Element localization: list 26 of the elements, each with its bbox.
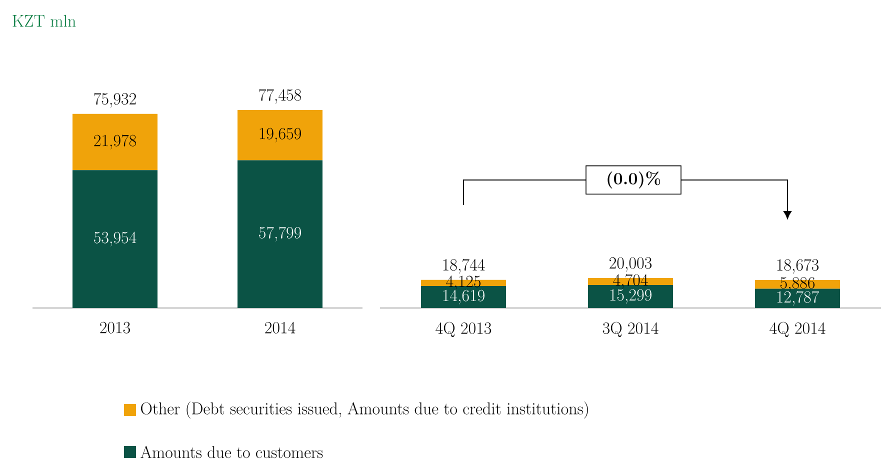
x-tick-label: 3Q 2014 — [602, 322, 658, 338]
total-label: 18,744 — [443, 258, 485, 274]
text: (0.0)% — [608, 171, 660, 188]
bar — [238, 110, 323, 160]
x-tick-label: 4Q 2014 — [770, 322, 826, 338]
total-label: 18,673 — [777, 258, 819, 274]
x-tick-label: 2013 — [100, 322, 130, 334]
bar — [238, 160, 323, 308]
data-label: 21,978 — [94, 134, 136, 150]
data-label: 15,299 — [610, 289, 652, 304]
legend-label: Other (Debt securities issued, Amounts due to credit institutions) — [140, 401, 588, 418]
bar — [72, 114, 158, 170]
bar — [72, 170, 158, 308]
data-label: 57,799 — [259, 226, 301, 242]
total-label: 77,458 — [259, 88, 302, 104]
data-label: 12,787 — [777, 290, 820, 306]
x-tick-label: 4Q 2013 — [436, 322, 492, 338]
data-label: 53,954 — [94, 232, 136, 246]
total-label: 75,932 — [94, 92, 136, 108]
legend-label: Amounts due to customers — [140, 446, 323, 458]
data-label: 19,659 — [260, 128, 301, 142]
chart-title: KZT mln — [12, 14, 76, 27]
data-label: 5,886 — [780, 277, 815, 292]
x-tick-label: 2014 — [265, 322, 296, 334]
data-label: 14,619 — [443, 290, 484, 304]
total-label: 20,003 — [610, 257, 652, 272]
